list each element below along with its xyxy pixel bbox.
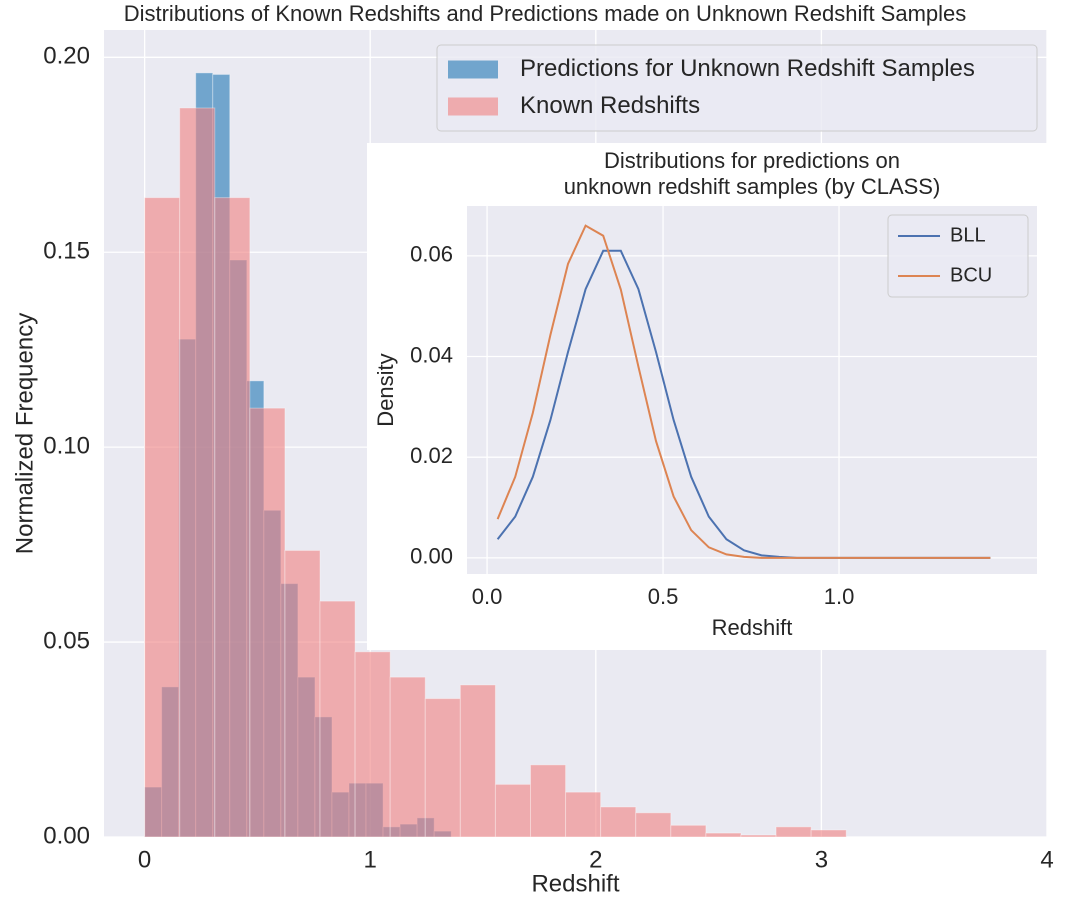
y-axis-label: Density <box>373 353 398 426</box>
bar <box>670 824 707 838</box>
legend-swatch <box>448 97 498 116</box>
x-tick-label: 3 <box>815 846 828 873</box>
x-axis-label: Redshift <box>712 615 793 640</box>
bar <box>705 832 742 838</box>
bar <box>389 676 426 838</box>
bar <box>494 783 531 838</box>
x-tick-label: 0.0 <box>472 584 503 609</box>
bar <box>354 651 391 838</box>
chart-title: Distributions of Known Redshifts and Pre… <box>124 1 967 26</box>
legend-box <box>436 44 1038 132</box>
chart-title: unknown redshift samples (by CLASS) <box>564 174 941 199</box>
y-tick-label: 0.04 <box>410 342 453 367</box>
y-tick-label: 0.10 <box>43 432 90 459</box>
bar <box>214 197 251 838</box>
x-tick-label: 1.0 <box>824 584 855 609</box>
y-tick-label: 0.00 <box>43 822 90 849</box>
x-axis-label: Redshift <box>531 870 619 897</box>
bar <box>179 107 216 838</box>
y-tick-label: 0.00 <box>410 544 453 569</box>
chart: 0.0 0.5 1.0 0.00 0.02 0.04 0.06 Distributions f… <box>367 143 1047 650</box>
bar <box>249 407 286 838</box>
bar <box>284 549 321 838</box>
y-tick-label: 0.02 <box>410 443 453 468</box>
bar <box>459 684 496 838</box>
bar <box>424 698 461 838</box>
bar <box>319 600 356 838</box>
bar <box>600 806 637 838</box>
x-tick-label: 1 <box>364 846 377 873</box>
bar <box>565 791 602 838</box>
y-tick-label: 0.06 <box>410 242 453 267</box>
y-axis-label: Normalized Frequency <box>11 313 38 554</box>
chart-title: Distributions for predictions on <box>604 148 900 173</box>
y-tick-label: 0.15 <box>43 238 90 265</box>
legend-label: Known Redshifts <box>520 92 700 119</box>
bar <box>529 764 567 838</box>
x-tick-label: 2 <box>589 846 602 873</box>
bar <box>740 834 777 838</box>
x-tick-label: 0 <box>138 846 151 873</box>
legend-label: Predictions for Unknown Redshift Samples <box>520 55 975 82</box>
y-tick-label: 0.05 <box>43 627 90 654</box>
line <box>496 224 991 559</box>
x-tick-label: 4 <box>1040 846 1053 873</box>
x-tick-label: 0.5 <box>648 584 679 609</box>
legend-label: BLL <box>950 224 986 246</box>
legend-swatch <box>448 60 498 79</box>
bar <box>810 829 847 838</box>
bar <box>775 826 812 838</box>
y-tick-label: 0.20 <box>43 43 90 70</box>
legend-label: BCU <box>950 264 992 286</box>
bar <box>144 197 181 838</box>
bar <box>635 812 672 838</box>
